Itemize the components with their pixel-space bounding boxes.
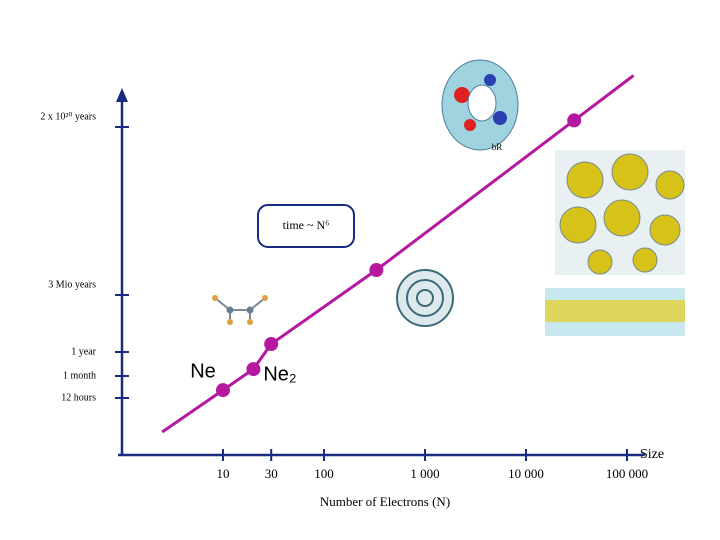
law-box — [257, 204, 355, 248]
point-label: Ne — [190, 360, 216, 382]
x-tick-label: 10 000 — [508, 466, 544, 481]
y-axis-arrow — [116, 88, 128, 102]
membrane-image — [545, 150, 685, 336]
y-tick-label: 3 Mio years — [48, 279, 96, 290]
trend-extension — [573, 74, 635, 122]
x-tick-label: 30 — [265, 466, 278, 481]
x-tick-label: 100 000 — [606, 466, 648, 481]
x-tick-label: 10 — [217, 466, 230, 481]
protein-image — [441, 59, 519, 151]
law-label: time ~ N⁶ — [283, 218, 330, 232]
data-point — [216, 383, 230, 398]
x-tick-label: 100 — [314, 466, 334, 481]
x-axis-title: Number of Electrons (N) — [320, 494, 450, 509]
data-point — [246, 362, 261, 377]
y-tick-label: 12 hours — [61, 392, 96, 403]
molecule-image — [212, 295, 268, 325]
point-label: Ne₂ — [263, 363, 296, 385]
x-tick-label: 1 000 — [410, 466, 439, 481]
y-tick-label: 2 x 10²⁰ years — [40, 111, 96, 122]
trend-extension — [161, 388, 224, 434]
protein-label: bR — [492, 142, 503, 152]
data-point — [264, 337, 279, 352]
y-tick-label: 1 month — [63, 370, 96, 381]
fullerene-image — [396, 269, 454, 327]
x-axis-end-label: Size — [640, 447, 664, 462]
data-point — [369, 263, 384, 278]
data-point — [567, 113, 582, 128]
y-tick-label: 1 year — [71, 346, 96, 357]
series-line — [222, 119, 576, 392]
